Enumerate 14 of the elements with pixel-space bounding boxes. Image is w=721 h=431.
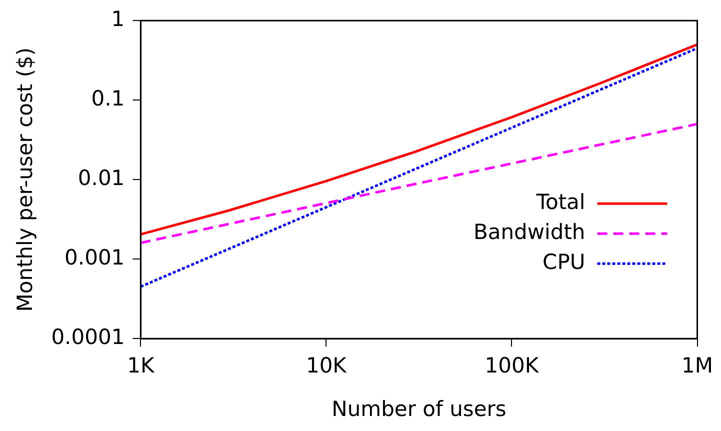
y-tick-label: 0.0001: [51, 325, 125, 350]
y-tick-label: 0.001: [64, 246, 125, 270]
legend-label: CPU: [542, 250, 586, 274]
y-tick-label: 0.01: [78, 166, 125, 190]
x-tick-label: 100K: [484, 354, 540, 378]
legend-label: Total: [535, 190, 586, 214]
x-tick-label: 1K: [127, 354, 156, 378]
x-axis-title: Number of users: [332, 396, 506, 421]
legend-label: Bandwidth: [473, 220, 586, 244]
y-tick-label: 1: [111, 7, 125, 32]
x-tick-label: 10K: [306, 354, 348, 378]
y-tick-label: 0.1: [91, 86, 125, 111]
y-axis-title: Monthly per-user cost ($): [13, 47, 38, 312]
x-tick-label: 1M: [682, 354, 713, 378]
